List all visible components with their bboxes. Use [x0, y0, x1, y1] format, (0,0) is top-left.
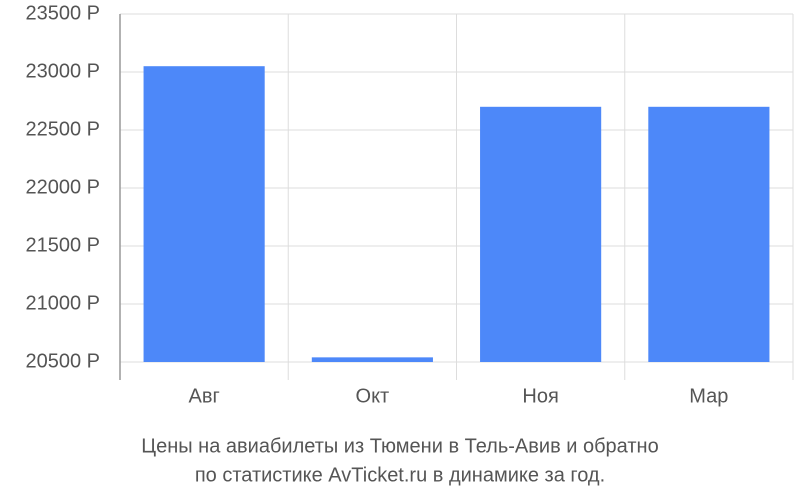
bar	[143, 66, 265, 362]
bar	[648, 106, 770, 362]
y-tick-label: 22000 Р	[25, 176, 100, 198]
caption-line: Цены на авиабилеты из Тюмени в Тель-Авив…	[141, 435, 658, 457]
bar	[480, 106, 602, 362]
y-tick-label: 21000 Р	[25, 292, 100, 314]
x-tick-label: Мар	[689, 385, 728, 407]
y-tick-label: 23000 Р	[25, 60, 100, 82]
y-tick-label: 23500 Р	[25, 2, 100, 24]
x-tick-label: Окт	[356, 385, 390, 407]
y-tick-label: 22500 Р	[25, 118, 100, 140]
y-tick-label: 20500 Р	[25, 350, 100, 372]
bar	[311, 357, 433, 362]
y-tick-label: 21500 Р	[25, 234, 100, 256]
x-tick-label: Авг	[188, 385, 219, 407]
x-tick-label: Ноя	[522, 385, 558, 407]
caption-line: по статистике AvTicket.ru в динамике за …	[195, 464, 605, 486]
